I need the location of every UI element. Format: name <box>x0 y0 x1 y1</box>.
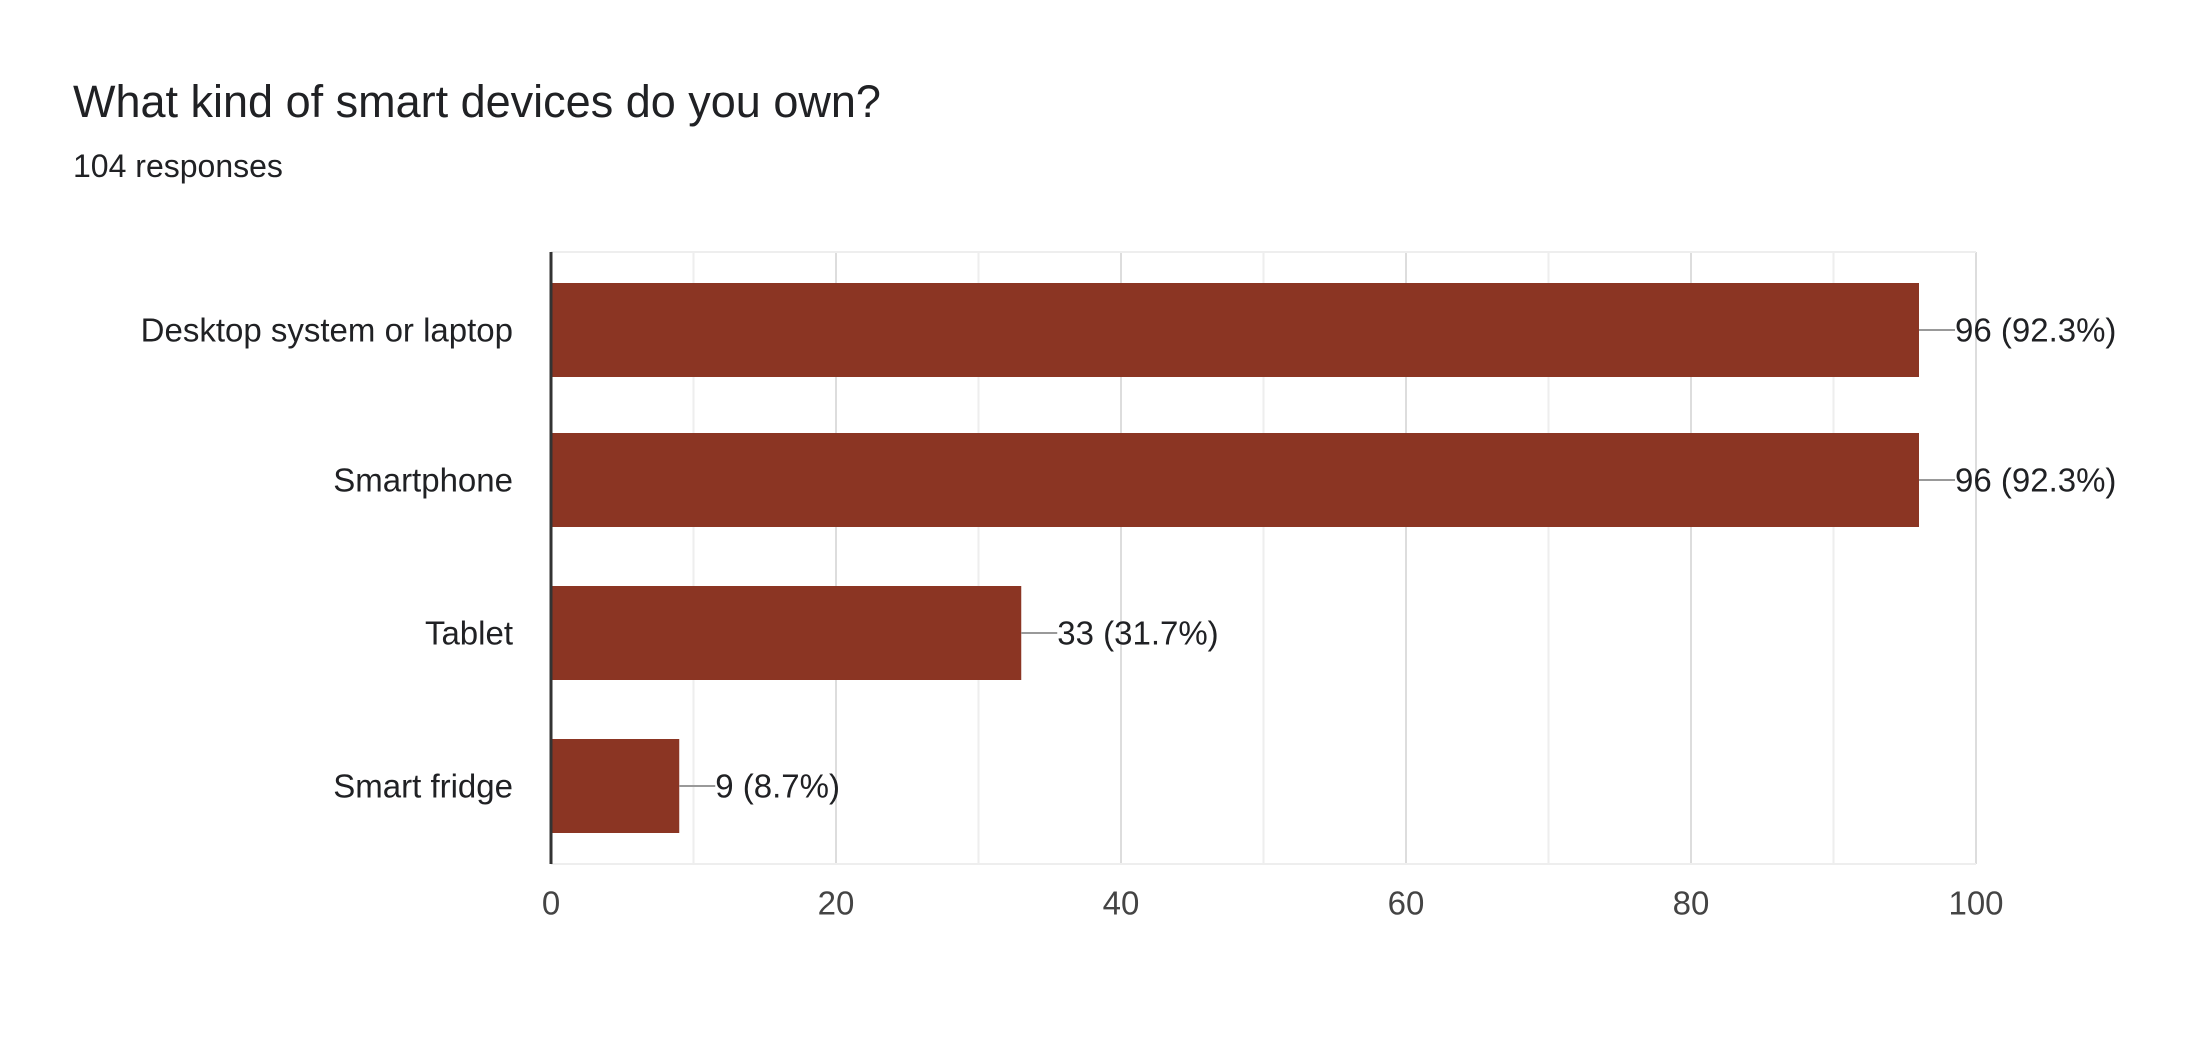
bar <box>551 586 1022 680</box>
data-label: 33 (31.7%) <box>1057 615 1218 652</box>
x-tick-label: 80 <box>1673 885 1710 922</box>
x-tick-label: 0 <box>542 885 560 922</box>
x-tick-label: 100 <box>1948 885 2003 922</box>
response-count: 104 responses <box>73 148 283 184</box>
category-label: Desktop system or laptop <box>141 312 513 349</box>
category-label: Smartphone <box>333 462 513 499</box>
data-label: 96 (92.3%) <box>1955 312 2116 349</box>
category-label: Smart fridge <box>333 768 513 805</box>
question-title: What kind of smart devices do you own? <box>73 76 881 127</box>
bar <box>551 739 680 833</box>
bar <box>551 283 1919 377</box>
x-tick-label: 40 <box>1103 885 1140 922</box>
data-label: 96 (92.3%) <box>1955 462 2116 499</box>
data-label: 9 (8.7%) <box>715 768 840 805</box>
chart-axis: 0 20 40 60 80 100 <box>542 252 2004 922</box>
chart-bars <box>551 283 1919 833</box>
category-label: Tablet <box>425 615 513 652</box>
x-tick-label: 60 <box>1388 885 1425 922</box>
bar <box>551 433 1919 527</box>
chart-labels: Desktop system or laptop 96 (92.3%) Smartp… <box>141 312 2117 805</box>
x-tick-label: 20 <box>818 885 855 922</box>
